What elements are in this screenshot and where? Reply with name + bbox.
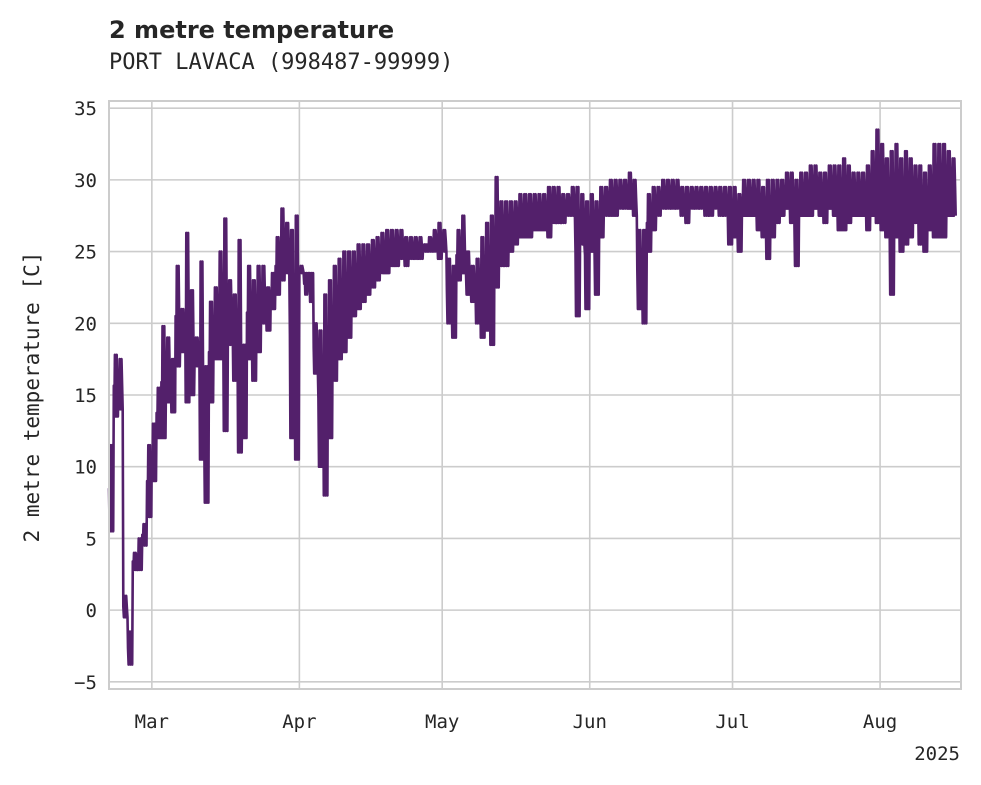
y-tick-label: 0 — [86, 600, 97, 622]
y-tick-label: 15 — [74, 385, 97, 407]
y-tick-label: 30 — [74, 170, 97, 192]
x-tick-label: May — [425, 711, 459, 733]
y-tick-label: −5 — [74, 672, 97, 694]
chart-subtitle: PORT LAVACA (998487-99999) — [109, 50, 454, 75]
y-tick-label: 20 — [74, 313, 97, 335]
x-tick-label: Jun — [573, 711, 607, 733]
year-label: 2025 — [914, 743, 960, 765]
chart-title: 2 metre temperature — [109, 16, 395, 44]
y-tick-label: 25 — [74, 242, 97, 264]
temperature-series-line — [107, 128, 957, 666]
x-tick-labels: Mar Apr May Jun Jul Aug — [135, 711, 898, 733]
x-tick-label: Aug — [863, 711, 897, 733]
plot-frame — [108, 100, 962, 690]
series-layer — [107, 128, 957, 666]
x-tick-label: Mar — [135, 711, 169, 733]
y-tick-label: 5 — [86, 528, 97, 550]
y-axis-label: 2 metre temperature [C] — [20, 252, 44, 543]
x-tick-label: Apr — [282, 711, 316, 733]
x-tick-label: Jul — [715, 711, 749, 733]
y-tick-label: 35 — [74, 98, 97, 120]
y-tick-labels: −5 0 5 10 15 20 25 30 35 — [74, 98, 97, 694]
y-tick-label: 10 — [74, 457, 97, 479]
